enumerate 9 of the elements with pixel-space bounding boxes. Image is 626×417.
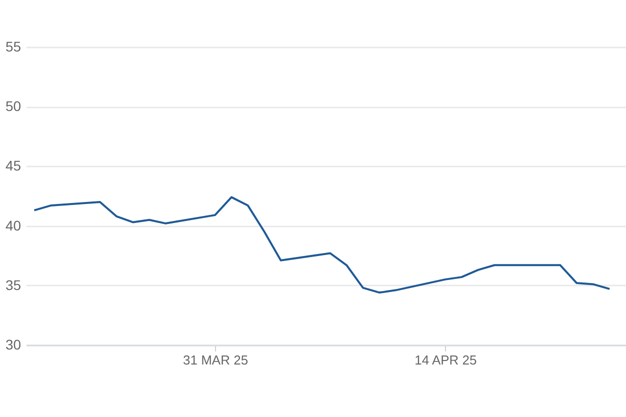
y-tick-label: 40 xyxy=(6,217,22,234)
y-tick-label: 30 xyxy=(6,336,22,352)
y-tick-label: 55 xyxy=(6,38,22,54)
line-series xyxy=(33,196,611,294)
x-tick-label: 14 APR 25 xyxy=(414,352,477,368)
x-tick-label: 31 MAR 25 xyxy=(183,352,248,368)
y-tick-label: 50 xyxy=(6,98,22,114)
y-tick-label: 45 xyxy=(6,158,22,174)
y-tick-label: 35 xyxy=(6,276,22,293)
